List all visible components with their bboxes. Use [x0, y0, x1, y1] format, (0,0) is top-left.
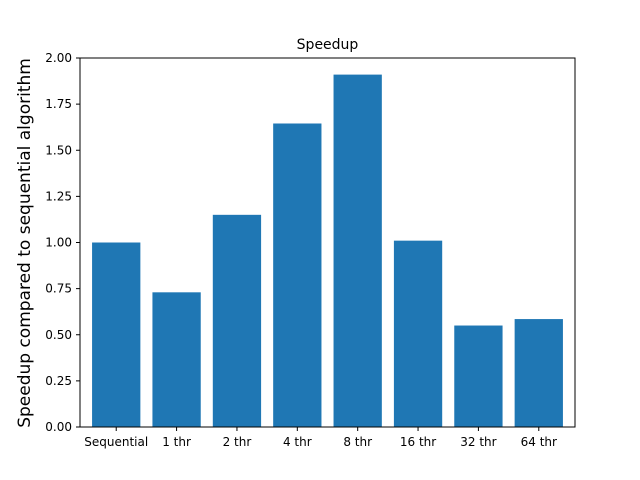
x-tick-label: Sequential — [84, 435, 148, 449]
y-tick-label: 1.25 — [45, 189, 72, 203]
y-axis-label: Speedup compared to sequential algorithm — [15, 58, 35, 428]
x-tick-label: 4 thr — [283, 435, 312, 449]
plot-area-frame — [79, 57, 576, 428]
y-tick-label: 1.00 — [45, 236, 72, 250]
y-tick-label: 0.00 — [45, 420, 72, 434]
y-ticks-group: 0.00 0.25 0.50 0.75 1.00 1.25 1.50 1.75 2.00 — [45, 51, 80, 434]
x-tick-label: 8 thr — [343, 435, 372, 449]
bar-sequential — [92, 242, 141, 427]
y-tick-label: 0.50 — [45, 328, 72, 342]
bars-group — [92, 74, 563, 427]
x-tick-label: 64 thr — [521, 435, 557, 449]
x-tick-label: 2 thr — [223, 435, 252, 449]
bar-8-thr — [333, 74, 382, 427]
y-tick-label: 1.75 — [45, 97, 72, 111]
bar-1-thr — [152, 292, 201, 427]
bar-32-thr — [454, 325, 503, 427]
y-tick-label: 0.75 — [45, 282, 72, 296]
y-tick-label: 1.50 — [45, 143, 72, 157]
y-tick-label: 0.25 — [45, 374, 72, 388]
x-tick-label: 32 thr — [460, 435, 496, 449]
x-tick-label: 1 thr — [162, 435, 191, 449]
y-tick-label: 2.00 — [45, 51, 72, 65]
bar-16-thr — [393, 240, 443, 427]
x-ticks-group: Sequential 1 thr 2 thr 4 thr 8 thr 16 thr 32 t… — [84, 427, 557, 449]
x-tick-label: 16 thr — [400, 435, 436, 449]
chart-title: Speedup — [297, 37, 359, 53]
bar-64-thr — [514, 319, 563, 427]
bar-4-thr — [273, 123, 322, 427]
bar-2-thr — [212, 214, 262, 427]
